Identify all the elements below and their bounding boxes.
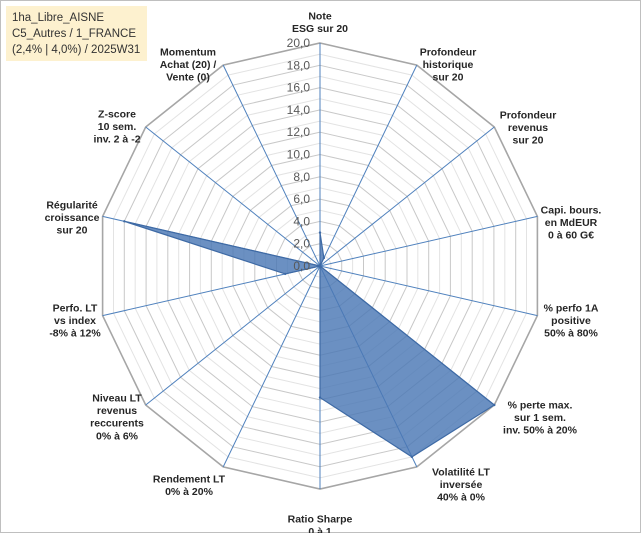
axis-label-6: % perte max. sur 1 sem. inv. 50% à 20% [503,400,578,437]
axis-label-11: Perfo. LT vs index -8% à 12% [49,303,101,340]
axis-label-line: sur 20 [433,72,464,84]
radial-tick-label: 18,0 [287,58,311,72]
axis-label-line: sur 20 [57,225,88,237]
axis-label-line: en MdEUR [545,217,598,229]
axis-label-line: historique [423,59,474,71]
axis-label-5: % perfo 1A positive 50% à 80% [544,303,599,340]
axis-spoke [319,126,495,267]
axis-label-14: Momentum Achat (20) / Vente (0) [160,47,217,84]
axis-label-line: 10 sem. [98,121,137,133]
axis-label-line: Ratio Sharpe [288,514,353,526]
axis-spoke [145,126,321,267]
radial-tick-label: 10,0 [287,148,311,162]
axis-label-line: vs index [54,315,96,327]
axis-label-line: revenus [97,405,137,417]
axis-label-line: Vente (0) [166,72,210,84]
axis-label-13: Z-score 10 sem. inv. 2 à -2 [93,109,140,146]
axis-label-line: % perfo 1A [544,303,599,315]
data-series-area [124,220,496,458]
axis-label-line: revenus [508,122,548,134]
axis-label-line: positive [551,315,591,327]
axis-label-line: Volatilité LT [432,467,491,479]
axis-label-2: Profondeur historique sur 20 [420,47,477,84]
axis-label-line: Perfo. LT [53,303,98,315]
radial-tick-label: 0,0 [293,259,310,273]
axis-label-line: 40% à 0% [437,492,486,504]
axis-label-line: Achat (20) / [160,59,217,71]
data-point [410,455,414,459]
data-point [123,220,126,223]
data-point [284,272,287,276]
data-point [493,403,496,407]
axis-label-4: Capi. bours. en MdEUR 0 à 60 G€ [541,205,602,242]
axis-label-line: reccurents [90,418,144,430]
axis-spoke [319,265,538,317]
radial-tick-label: 12,0 [287,125,311,139]
axis-label-line: Profondeur [500,110,557,122]
axis-spoke [319,215,538,267]
axis-spoke [145,265,321,406]
axis-label-line: Note [308,11,331,23]
title-line-3: (2,4% | 4,0%) / 2025W31 [12,44,141,56]
axis-label-1: Note ESG sur 20 [292,11,348,36]
axis-label-line: 0% à 20% [165,486,214,498]
axis-label-line: sur 1 sem. [514,412,566,424]
axis-label-8: Ratio Sharpe 0 à 1 [288,514,353,533]
axis-label-line: 0 à 1 [308,526,332,533]
radial-tick-label: 16,0 [287,81,311,95]
axis-spoke [222,64,321,267]
axis-label-line: sur 20 [513,135,544,147]
axis-label-line: croissance [45,212,100,224]
title-line-1: 1ha_Libre_AISNE [12,12,105,24]
axis-label-line: inv. 2 à -2 [93,134,140,146]
axis-spoke [222,265,321,468]
axis-spoke [102,265,321,317]
axis-label-7: Volatilité LT inversée 40% à 0% [432,467,491,504]
radial-tick-label: 6,0 [293,192,310,206]
axis-label-10: Niveau LT revenus reccurents 0% à 6% [90,393,144,443]
axis-label-line: inv. 50% à 20% [503,425,578,437]
radial-tick-label: 14,0 [287,103,311,117]
radial-tick-label: 2,0 [293,237,310,251]
radial-tick-label: 8,0 [293,170,310,184]
data-point [318,264,322,268]
axis-label-line: Capi. bours. [541,205,602,217]
axis-label-line: 0% à 6% [96,430,139,442]
data-point [318,231,322,234]
axis-label-line: Momentum [160,47,216,59]
axis-label-line: -8% à 12% [49,328,101,340]
axis-label-line: Régularité [46,200,98,212]
axis-label-line: ESG sur 20 [292,23,348,35]
axis-label-line: Niveau LT [92,393,142,405]
axis-label-line: 0 à 60 G€ [548,230,594,242]
axis-label-line: Z-score [98,109,136,121]
axis-label-9: Rendement LT 0% à 20% [153,474,226,499]
radial-tick-label: 4,0 [293,214,310,228]
axis-label-line: Rendement LT [153,474,226,486]
chart-title-box: 1ha_Libre_AISNE C5_Autres / 1_FRANCE (2,… [6,6,147,61]
axis-label-3: Profondeur revenus sur 20 [500,110,557,147]
axis-label-line: Profondeur [420,47,477,59]
axis-label-line: 50% à 80% [544,328,598,340]
radial-tick-label: 20,0 [287,36,311,50]
axis-label-line: inversée [440,479,483,491]
axis-label-line: % perte max. [508,400,573,412]
title-line-2: C5_Autres / 1_FRANCE [12,28,136,40]
data-point [322,256,326,260]
axis-label-12: Régularité croissance sur 20 [45,200,100,237]
axis-spoke [319,64,418,267]
data-point [318,396,322,399]
